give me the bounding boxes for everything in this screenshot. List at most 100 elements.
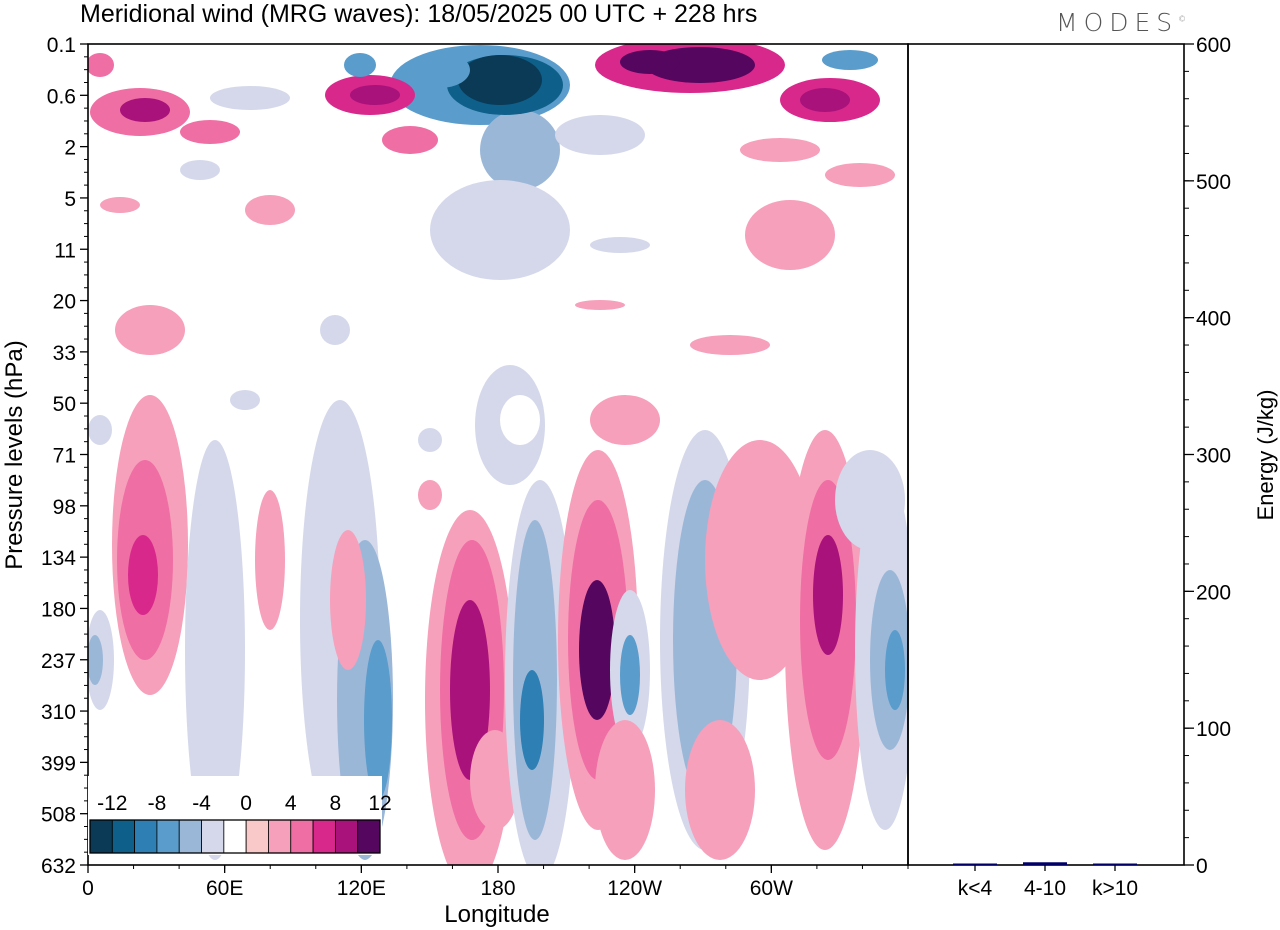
heatmap-contours: [88, 44, 908, 865]
colorbar-swatch: [357, 819, 381, 854]
x-axis-label: Longitude: [444, 901, 549, 928]
y-tick-label: 399: [41, 752, 76, 775]
contour-region: [500, 395, 540, 445]
contour-region: [230, 390, 260, 410]
energy-cat-label: 4-10: [1024, 877, 1066, 900]
y-tick-label: 237: [41, 650, 76, 673]
colorbar-tick-label: -8: [148, 792, 167, 815]
colorbar-swatch: [178, 819, 202, 854]
energy-tick-label: 400: [1196, 308, 1231, 331]
contour-region: [575, 300, 625, 310]
colorbar-swatch: [89, 819, 113, 854]
energy-tick-label: 100: [1196, 718, 1231, 741]
contour-region: [128, 535, 158, 615]
colorbar-swatch: [201, 819, 225, 854]
colorbar-swatch: [134, 819, 158, 854]
contour-region: [350, 85, 400, 105]
contour-region: [88, 635, 103, 685]
contour-region: [835, 450, 905, 550]
contour-region: [620, 635, 640, 715]
brand-logo: MODES©: [1056, 8, 1186, 37]
colorbar-tick-label: 12: [368, 792, 391, 815]
energy-bar: [1093, 863, 1137, 865]
colorbar-swatch: [223, 819, 247, 854]
colorbar-tick-label: 0: [240, 792, 252, 815]
longitude-axis: 0 60E 120E 180 120W 60W: [82, 865, 909, 900]
y-axis-label: Pressure levels (hPa): [1, 340, 28, 569]
contour-region: [822, 50, 878, 70]
energy-tick-label: 600: [1196, 34, 1231, 57]
energy-tick-label: 500: [1196, 171, 1231, 194]
y-tick-label: 11: [54, 239, 76, 262]
x-tick-label: 120W: [607, 877, 662, 900]
contour-region: [418, 428, 442, 452]
y-tick-label: 5: [64, 188, 76, 211]
colorbar-swatch: [334, 819, 359, 854]
y-tick-label: 2: [64, 137, 76, 160]
contour-region: [813, 535, 843, 655]
energy-tick-label: 300: [1196, 445, 1231, 468]
contour-region: [800, 88, 850, 112]
y-tick-label: 71: [53, 445, 76, 468]
colorbar-swatch: [312, 819, 336, 854]
energy-axis-label: Energy (J/kg): [1253, 390, 1278, 521]
colorbar-tick-label: -4: [192, 792, 211, 815]
x-tick-label: 60W: [750, 877, 793, 900]
contour-region: [180, 120, 240, 144]
colorbar-tick-label: 8: [330, 792, 342, 815]
contour-region: [685, 720, 755, 860]
colorbar-legend: -12 -8 -4 0 4 8 12: [88, 776, 392, 855]
contour-region: [470, 730, 520, 830]
energy-bars: k<4 4-10 k>10: [953, 862, 1138, 900]
energy-frame: [907, 43, 1185, 866]
contour-region: [255, 490, 285, 630]
y-tick-label: 33: [53, 342, 76, 365]
contour-region: [364, 640, 392, 800]
contour-region: [620, 50, 680, 74]
x-tick-label: 0: [82, 877, 94, 900]
colorbar-swatch: [245, 819, 269, 854]
y-tick-label: 50: [53, 393, 76, 416]
contour-region: [458, 55, 542, 105]
colorbar-swatch: [268, 819, 292, 854]
contour-region: [745, 200, 835, 270]
colorbar-swatch: [111, 819, 136, 854]
x-tick-label: 60E: [206, 877, 243, 900]
y-tick-label: 98: [53, 496, 76, 519]
energy-tick-label: 0: [1196, 855, 1208, 878]
contour-region: [410, 52, 470, 88]
energy-bar: [1023, 862, 1067, 865]
contour-region: [115, 305, 185, 355]
energy-bar: [953, 863, 997, 865]
contour-region: [210, 86, 290, 110]
contour-region: [825, 163, 895, 187]
colorbar-swatch: [290, 819, 314, 854]
energy-tick-label: 200: [1196, 581, 1231, 604]
contour-region: [88, 415, 112, 445]
contour-region: [88, 53, 114, 77]
contour-region: [740, 138, 820, 162]
contour-region: [320, 315, 350, 345]
contour-region: [590, 395, 660, 445]
y-tick-label: 632: [41, 855, 76, 878]
colorbar-tick-label: 4: [285, 792, 297, 815]
contour-region: [245, 195, 295, 225]
y-tick-label: 310: [41, 701, 76, 724]
y-tick-label: 134: [41, 547, 76, 570]
energy-cat-label: k>10: [1092, 877, 1138, 900]
contour-region: [579, 580, 615, 720]
x-tick-label: 120E: [337, 877, 386, 900]
contour-region: [100, 197, 140, 213]
energy-cat-label: k<4: [958, 877, 993, 900]
contour-region: [418, 480, 442, 510]
contour-region: [382, 126, 438, 154]
colorbar-tick-label: -12: [97, 792, 127, 815]
y-tick-label: 180: [41, 598, 76, 621]
pressure-axis: 0.1 0.6 2 5 11 20 33 50 71 98 134 180 237 310 399 508 63…: [41, 34, 88, 878]
colorbar-swatch: [156, 819, 180, 854]
x-tick-label: 180: [480, 877, 515, 900]
y-tick-label: 20: [53, 291, 76, 314]
brand-mark: ©: [1178, 14, 1187, 24]
contour-region: [590, 237, 650, 253]
